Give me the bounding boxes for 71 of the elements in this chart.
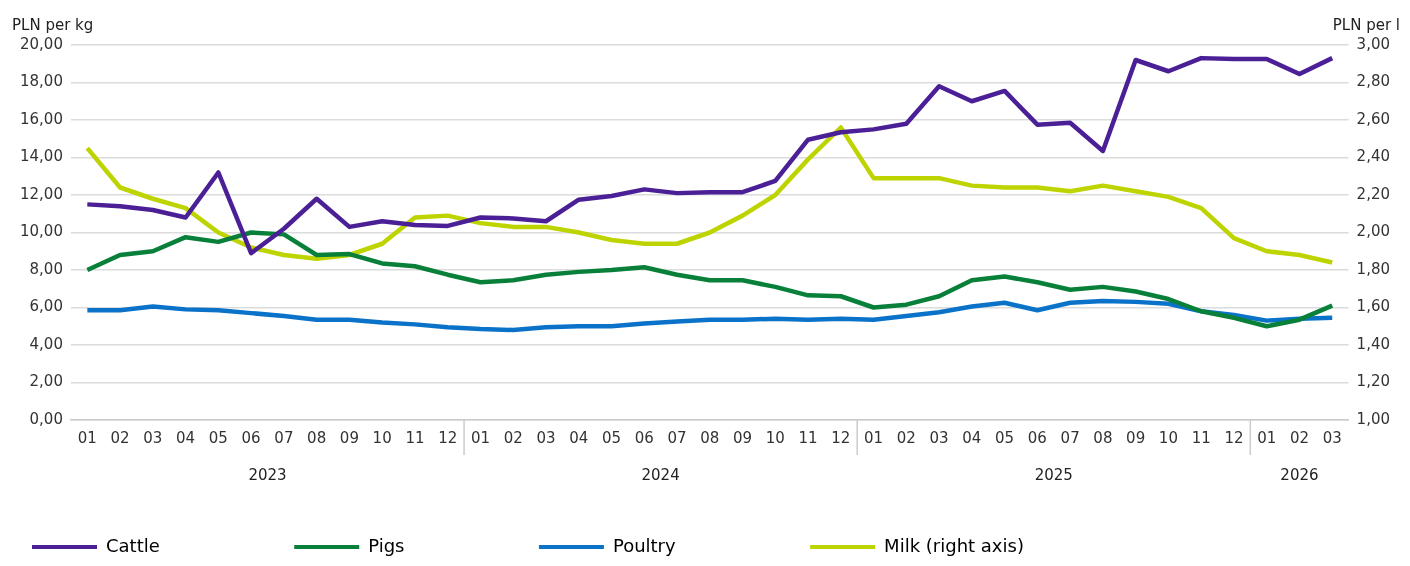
legend-label: Cattle (106, 534, 275, 556)
x-tick-label: 02 (896, 428, 916, 447)
y2-tick-label: 2,00 (1356, 222, 1391, 241)
y2-axis-title: PLN per l (1332, 16, 1400, 34)
y-tick-label: 8,00 (29, 259, 63, 278)
x-tick-label: 04 (962, 428, 982, 447)
x-tick-label: 12 (438, 428, 458, 447)
x-tick-label: 01 (77, 428, 97, 447)
x-tick-label: 10 (1158, 428, 1178, 447)
y2-tick-label: 1,80 (1356, 259, 1391, 278)
y2-tick-label: 1,40 (1356, 334, 1391, 353)
text: 2026 (1280, 466, 1319, 484)
x-tick-label: 07 (1060, 428, 1080, 447)
y-tick-label: 16,00 (19, 109, 63, 128)
x-tick-label: 01 (470, 428, 490, 447)
y-axis-title: PLN per kg (12, 16, 94, 34)
y2-tick-label: 2,40 (1356, 147, 1391, 166)
y-tick-label: 6,00 (29, 297, 63, 316)
x-tick-label: 06 (634, 428, 654, 447)
x-tick-label: 03 (1322, 428, 1342, 447)
text: 2025 (1034, 466, 1073, 484)
x-tick-label: 08 (700, 428, 720, 447)
y-tick-label: 20,00 (19, 34, 63, 53)
y2-tick-label: 3,00 (1356, 34, 1391, 53)
x-tick-label: 05 (995, 428, 1015, 447)
x-tick-label: 03 (536, 428, 556, 447)
legend-label: Poultry (612, 534, 791, 556)
x-tick-label: 10 (765, 428, 785, 447)
legend-label: Pigs (368, 534, 519, 556)
x-tick-label: 10 (372, 428, 392, 447)
y2-tick-label: 2,20 (1356, 184, 1391, 203)
x-tick-label: 08 (307, 428, 327, 447)
x-tick-label: 09 (732, 428, 753, 447)
x-tick-label: 01 (864, 428, 884, 447)
x-tick-label: 06 (1027, 428, 1047, 447)
y-tick-label: 0,00 (29, 409, 63, 428)
x-tick-label: 11 (1191, 428, 1211, 447)
y2-tick-label: 1,00 (1356, 409, 1391, 428)
y2-tick-label: 1,60 (1356, 297, 1391, 316)
y-tick-label: 10,00 (19, 222, 63, 241)
x-tick-label: 03 (929, 428, 949, 447)
y-tick-label: 2,00 (29, 372, 63, 391)
x-tick-label: 02 (1289, 428, 1310, 447)
x-tick-label: 12 (1224, 428, 1244, 447)
y-tick-label: 14,00 (19, 147, 63, 166)
x-tick-label: 12 (831, 428, 851, 447)
x-tick-label: 02 (110, 428, 130, 447)
y2-tick-label: 2,80 (1356, 72, 1391, 91)
x-tick-label: 03 (143, 428, 163, 447)
x-tick-label: 07 (274, 428, 294, 447)
x-tick-label: 11 (798, 428, 818, 447)
x-tick-label: 09 (1126, 428, 1146, 447)
x-tick-label: 06 (241, 428, 261, 447)
x-tick-label: 11 (405, 428, 425, 447)
y-tick-label: 18,00 (19, 72, 63, 91)
x-tick-label: 05 (601, 428, 622, 447)
x-tick-label: 02 (503, 428, 523, 447)
y-tick-label: 12,00 (19, 184, 63, 203)
x-tick-label: 09 (339, 428, 359, 447)
x-tick-label: 07 (667, 428, 687, 447)
x-tick-label: 04 (569, 428, 589, 447)
x-tick-label: 05 (208, 428, 228, 447)
x-tick-label: 01 (1257, 428, 1277, 447)
y2-tick-label: 1,20 (1356, 372, 1391, 391)
x-tick-label: 04 (176, 428, 196, 447)
text: 2023 (248, 466, 287, 484)
legend-label: Milk (right axis) (884, 534, 1139, 556)
y-tick-label: 4,00 (29, 334, 63, 353)
x-tick-label: 08 (1093, 428, 1113, 447)
y2-tick-label: 2,60 (1356, 109, 1391, 128)
text: 2024 (641, 466, 680, 484)
